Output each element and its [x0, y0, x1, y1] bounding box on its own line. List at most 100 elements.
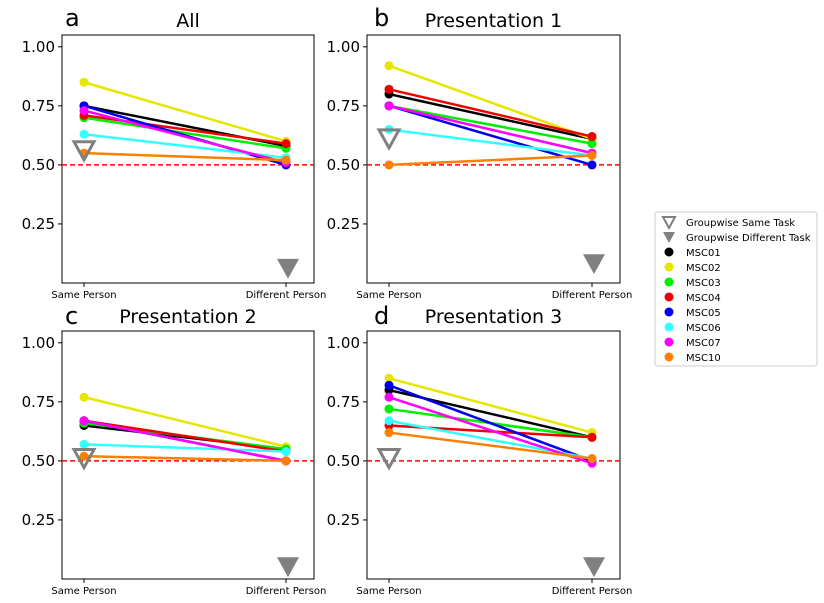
- y-tick-label: 0.75: [22, 97, 55, 115]
- y-tick-label: 0.75: [327, 393, 360, 411]
- legend-marker-circle: [664, 277, 674, 287]
- y-tick-label: 0.75: [22, 393, 55, 411]
- y-tick-label: 0.50: [22, 452, 55, 470]
- y-tick-label: 0.25: [22, 511, 55, 529]
- panel-a: 0.25 0.50 0.75 1.00 Same Person Different Per…: [22, 4, 327, 301]
- data-point-msc10: [384, 160, 394, 170]
- series-line-msc02: [388, 377, 593, 434]
- series-line-msc10: [388, 154, 593, 167]
- panel-letter: b: [374, 4, 389, 32]
- series-line-msc07: [83, 109, 287, 164]
- data-point-msc02: [79, 77, 89, 87]
- panel-title: Presentation 1: [425, 10, 562, 32]
- groupwise-same-task-marker: [71, 448, 97, 471]
- legend-marker-circle: [664, 262, 674, 272]
- legend-label: MSC06: [686, 323, 721, 334]
- legend-marker-circle: [664, 352, 674, 362]
- groupwise-different-task-marker: [277, 557, 299, 578]
- series-line-msc10: [83, 454, 287, 463]
- legend-marker-circle: [664, 337, 674, 347]
- axes-frame: [61, 330, 315, 580]
- data-point-msc06: [79, 439, 89, 449]
- y-tick-label: 0.50: [327, 452, 360, 470]
- y-tick-label: 0.25: [327, 511, 360, 529]
- series-line-msc04: [388, 88, 593, 138]
- data-point-msc04: [281, 139, 291, 149]
- legend-marker-open-triangle: [661, 216, 677, 231]
- y-tick-label: 0.25: [22, 215, 55, 233]
- series-line-msc06: [388, 128, 593, 157]
- series-line-msc03: [83, 116, 287, 150]
- panel-title: Presentation 3: [425, 306, 562, 328]
- series-line-msc04: [83, 419, 287, 453]
- legend-label: Groupwise Same Task: [686, 218, 795, 229]
- legend-marker-circle: [664, 292, 674, 302]
- axes-frame: [366, 34, 621, 284]
- series-line-msc10: [83, 151, 287, 162]
- y-tick-label: 1.00: [327, 334, 360, 352]
- series-line-msc05: [388, 384, 593, 463]
- data-point-msc07: [79, 416, 89, 426]
- groupwise-same-task-marker: [376, 448, 402, 471]
- series-line-msc03: [388, 104, 593, 145]
- x-tick-label: Same Person: [51, 586, 116, 597]
- data-point-msc07: [384, 101, 394, 111]
- x-tick-label: Same Person: [51, 290, 116, 301]
- series-line-msc07: [388, 104, 593, 155]
- groupwise-different-task-marker: [277, 258, 299, 279]
- legend-marker-circle: [664, 307, 674, 317]
- data-point-msc04: [384, 84, 394, 94]
- series-line-msc06: [83, 443, 287, 453]
- series-line-msc02: [83, 395, 287, 448]
- panel-d: 0.25 0.50 0.75 1.00 Same Person Different Per…: [327, 302, 633, 597]
- legend-box: [654, 211, 818, 367]
- x-tick-label: Different Person: [552, 290, 633, 301]
- series-line-msc07: [388, 395, 593, 465]
- legend-label: MSC07: [686, 338, 721, 349]
- data-point-msc10: [587, 150, 597, 160]
- data-point-msc10: [79, 451, 89, 461]
- y-tick-label: 0.25: [327, 215, 360, 233]
- y-tick-label: 1.00: [22, 334, 55, 352]
- axes-frame: [61, 34, 315, 284]
- groupwise-different-task-marker: [583, 557, 605, 578]
- data-point-msc02: [384, 61, 394, 71]
- data-point-msc10: [281, 155, 291, 165]
- axes-frame: [366, 330, 621, 580]
- data-point-msc06: [384, 416, 394, 426]
- data-point-msc10: [587, 454, 597, 464]
- legend-label: MSC10: [686, 353, 721, 364]
- legend-marker-circle: [664, 322, 674, 332]
- y-tick-label: 1.00: [22, 38, 55, 56]
- panel-letter: a: [65, 4, 80, 32]
- x-tick-label: Different Person: [246, 586, 327, 597]
- x-tick-label: Different Person: [552, 586, 633, 597]
- data-point-msc05: [384, 380, 394, 390]
- panel-letter: d: [374, 302, 389, 330]
- data-point-msc04: [587, 132, 597, 142]
- y-tick-label: 1.00: [327, 38, 360, 56]
- data-point-msc03: [384, 404, 394, 414]
- legend-label: Groupwise Different Task: [686, 233, 811, 244]
- data-point-msc06: [281, 446, 291, 456]
- legend: Groupwise Same Task Groupwise Different T…: [654, 211, 818, 367]
- y-tick-label: 0.50: [327, 156, 360, 174]
- legend-label: MSC02: [686, 263, 721, 274]
- panel-letter: c: [65, 302, 78, 330]
- series-line-msc01: [388, 92, 593, 141]
- legend-label: MSC03: [686, 278, 721, 289]
- series-line-msc05: [388, 104, 593, 167]
- legend-label: MSC05: [686, 308, 721, 319]
- data-point-msc05: [587, 160, 597, 170]
- groupwise-different-task-marker: [583, 254, 605, 275]
- legend-marker-circle: [664, 247, 674, 257]
- groupwise-same-task-marker: [376, 128, 402, 152]
- data-point-msc10: [281, 456, 291, 466]
- legend-label: MSC04: [686, 293, 721, 304]
- data-point-msc06: [79, 129, 89, 139]
- panel-title: Presentation 2: [119, 306, 256, 328]
- data-point-msc07: [384, 392, 394, 402]
- x-tick-label: Same Person: [356, 586, 421, 597]
- panel-c: 0.25 0.50 0.75 1.00 Same Person Different Per…: [22, 302, 327, 597]
